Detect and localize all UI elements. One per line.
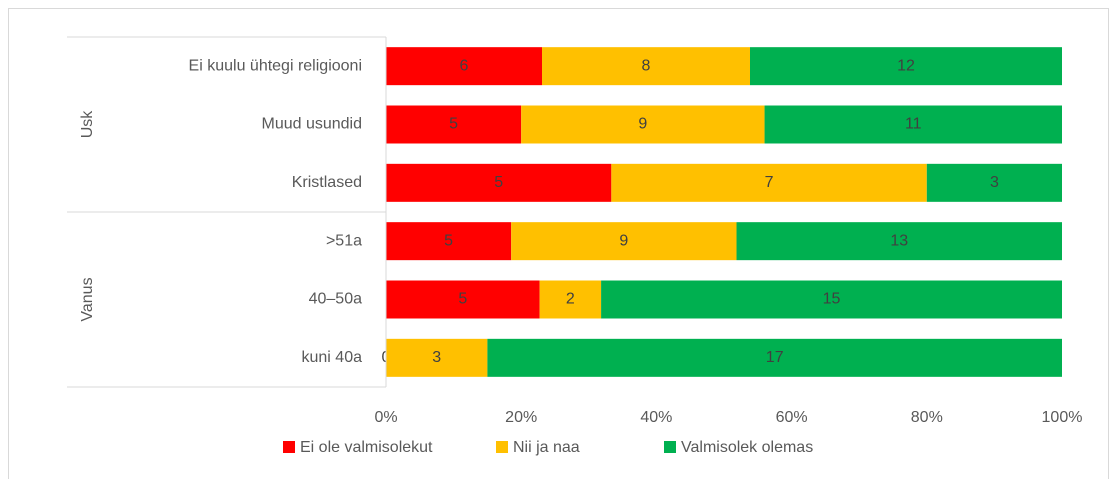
- bar-segment: [926, 163, 1062, 202]
- x-tick-label: 20%: [505, 409, 537, 426]
- bar-segment: [611, 163, 927, 202]
- legend-swatch: [664, 441, 676, 453]
- data-label: 5: [458, 291, 467, 308]
- bar-segment: [386, 338, 488, 377]
- y-tick-label: >51a: [326, 232, 362, 249]
- data-label: 7: [765, 174, 774, 191]
- bar-segment: [736, 222, 1062, 261]
- data-label: 15: [823, 291, 841, 308]
- data-label: 5: [494, 174, 503, 191]
- legend-swatch: [496, 441, 508, 453]
- group-label: Vanus: [79, 277, 96, 321]
- y-tick-label: 40–50a: [309, 291, 362, 308]
- x-tick-label: 0%: [374, 409, 397, 426]
- bar-segment: [487, 338, 1062, 377]
- data-label: 5: [449, 116, 458, 133]
- bar-segment: [511, 222, 737, 261]
- data-label: 13: [890, 232, 908, 249]
- bar-segment: [521, 105, 765, 144]
- bar-segment: [386, 163, 612, 202]
- legend-label: Nii ja naa: [513, 439, 580, 456]
- data-label: 3: [990, 174, 999, 191]
- x-tick-label: 40%: [640, 409, 672, 426]
- data-label: 9: [619, 232, 628, 249]
- group-label: Usk: [79, 110, 96, 139]
- data-label: 5: [444, 232, 453, 249]
- y-tick-label: kuni 40a: [302, 349, 363, 366]
- data-label: 12: [897, 57, 915, 74]
- y-tick-label: Muud usundid: [261, 116, 362, 133]
- data-label: 2: [566, 291, 575, 308]
- data-label: 11: [905, 116, 922, 133]
- bar-segment: [386, 105, 522, 144]
- bar-segment: [386, 222, 512, 261]
- bar-segment: [601, 280, 1062, 319]
- y-tick-label: Ei kuulu ühtegi religiooni: [189, 57, 362, 74]
- bar-segment: [386, 47, 542, 86]
- legend-label: Ei ole valmisolekut: [300, 439, 433, 456]
- bar-segment: [542, 47, 750, 86]
- x-tick-label: 80%: [911, 409, 943, 426]
- legend-swatch: [283, 441, 295, 453]
- chart-border: [8, 8, 1109, 479]
- bar-segment: [539, 280, 602, 319]
- legend-label: Valmisolek olemas: [681, 439, 813, 456]
- y-tick-label: Kristlased: [292, 174, 362, 191]
- data-label: 9: [638, 116, 647, 133]
- bar-segment: [764, 105, 1062, 144]
- x-tick-label: 60%: [776, 409, 808, 426]
- bar-segment: [386, 280, 540, 319]
- data-label: 17: [766, 349, 784, 366]
- x-tick-label: 100%: [1042, 409, 1083, 426]
- data-label: 3: [432, 349, 441, 366]
- data-label: 6: [460, 57, 469, 74]
- bar-segment: [750, 47, 1062, 86]
- data-label: 8: [642, 57, 651, 74]
